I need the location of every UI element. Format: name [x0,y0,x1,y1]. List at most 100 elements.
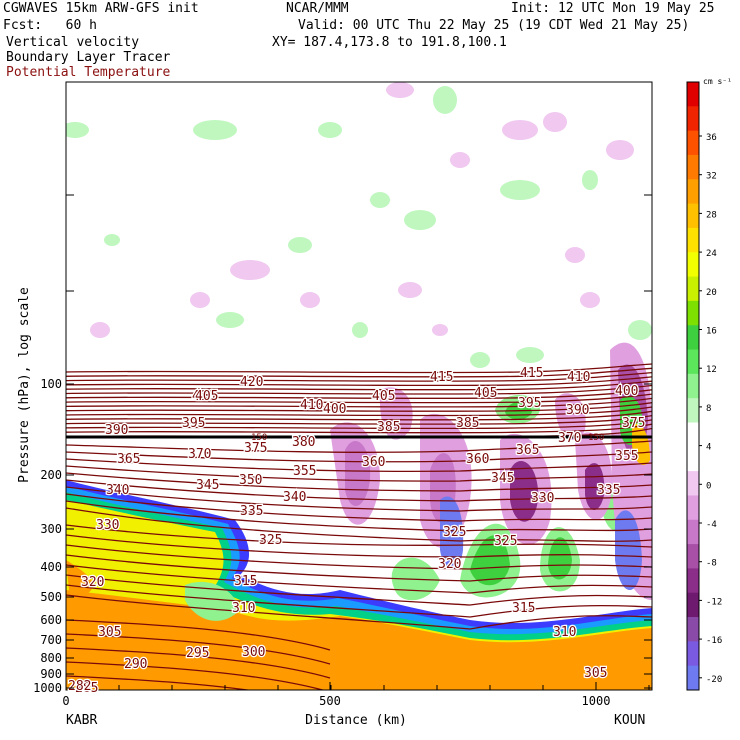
theta-label: 380 [292,435,315,450]
theta-contour-line [66,675,253,690]
y-tick-label: 800 [40,651,62,665]
upper-vertical-velocity-cell [66,122,89,138]
upper-vertical-velocity-cell [500,180,540,200]
colorbar-label: 36 [706,133,717,143]
theta-contour-line [66,384,652,395]
theta-contour-line [66,367,652,378]
theta-label: 290 [124,657,147,672]
colorbar-label: -4 [706,520,717,530]
theta-label: 415 [430,370,453,385]
colorbar-label: 8 [706,404,711,414]
upper-vertical-velocity-cell [90,322,110,338]
colorbar-swatch [687,641,699,667]
theta-label: 370 [558,431,581,446]
upper-vertical-velocity-cell [580,292,600,308]
theta-contour-line [66,500,652,532]
y-axis-label: Pressure (hPa), log scale [17,287,32,483]
colorbar-label: -12 [706,597,722,607]
theta-contour-line [66,584,652,618]
colorbar-label: 12 [706,365,717,375]
theta-label: 400 [615,384,638,399]
upper-vertical-velocity-cell [433,86,457,114]
x-tick-label: 1000 [582,694,611,708]
y-tick-label: 300 [40,522,62,536]
theta-label: 300 [242,645,265,660]
colorbar-swatch [687,519,699,545]
plot-frame [65,81,653,691]
colorbar-label: 4 [706,443,711,453]
colorbar-swatch [687,592,699,618]
theta-contour-line [66,647,331,679]
upper-vertical-velocity-cell [216,312,244,328]
upper-vertical-velocity-cell [543,112,567,132]
theta-contour-line [66,479,652,502]
upper-vertical-velocity-cell [628,320,652,340]
theta-label: 410 [567,370,590,385]
upper-vertical-velocity-cell [318,122,342,138]
colorbar-swatch [687,276,699,302]
theta-contour-line [66,397,652,408]
upper-vertical-velocity-cell [398,282,422,298]
theta-contour-line [66,554,652,582]
theta-contour-line [66,472,652,492]
theta-label: 355 [293,464,316,479]
theta-label: 340 [283,490,306,505]
colorbar: cm s⁻¹ 36 32 28 24 20 16 12 8 4 0 -4 -8 -12 -16 -20 [686,77,732,691]
upper-vertical-velocity-cell [190,292,210,308]
colorbar-swatch [687,227,699,253]
colorbar-swatch [687,82,699,107]
colorbar-units: cm s⁻¹ [703,77,732,86]
theta-label: 305 [584,666,607,681]
theta-contour-line [66,402,652,412]
y-tick-label: 1000 [33,681,62,695]
theta-label: 370 [188,447,211,462]
theta-label: 325 [259,533,282,548]
colorbar-swatch [687,422,699,448]
vertical-velocity-cell [632,423,650,465]
theta-contour-line [66,619,331,651]
theta-label: 305 [98,625,121,640]
colorbar-swatch [687,154,699,180]
theta-contour-line [66,406,652,417]
upper-vertical-velocity-cell [370,192,390,208]
upper-vertical-velocity-cell [352,322,368,338]
theta-label: 365 [516,443,539,458]
theta-label: 330 [531,491,554,506]
theta-label: 395 [182,416,205,431]
theta-contours [66,363,652,690]
upper-vertical-velocity-cell [404,210,436,230]
colorbar-swatch [687,179,699,205]
theta-contour-line [66,380,652,391]
colorbar-swatch [687,446,699,472]
colorbar-swatch [687,398,699,423]
theta-contour-line [66,393,652,404]
theta-contour-line [66,661,326,690]
upper-vertical-velocity-cell [300,292,320,308]
upper-vertical-velocity-cell [450,152,470,168]
theta-label: 410 [300,398,323,413]
upper-vertical-velocity-cell [104,234,120,246]
theta-label: 320 [438,557,461,572]
colorbar-label: 16 [706,327,717,337]
theta-contour-line [66,376,652,387]
colorbar-frame [686,81,700,691]
theta-contour-line [66,414,652,425]
upper-vertical-velocity-cell [582,170,598,190]
theta-label: 410 [192,389,215,404]
forecast-hour: Fcst: 60 h [3,18,97,33]
colorbar-swatch [687,544,699,569]
theta-label: 325 [443,525,466,540]
theta-label: 310 [553,625,576,640]
tropopause-label: 150 [588,433,604,443]
vertical-velocity-cell [510,461,539,522]
x-tick-label: 500 [319,694,341,708]
theta-label: 285 [75,681,98,696]
theta-contour-line [66,633,331,665]
colorbar-swatch [687,665,699,691]
upper-vertical-velocity-cell [565,247,585,263]
vertical-velocity-cell [548,537,572,580]
theta-label: 385 [377,420,400,435]
theta-contour-line [66,440,652,453]
colorbar-label: -20 [706,675,722,685]
colorbar-swatch [687,106,699,132]
